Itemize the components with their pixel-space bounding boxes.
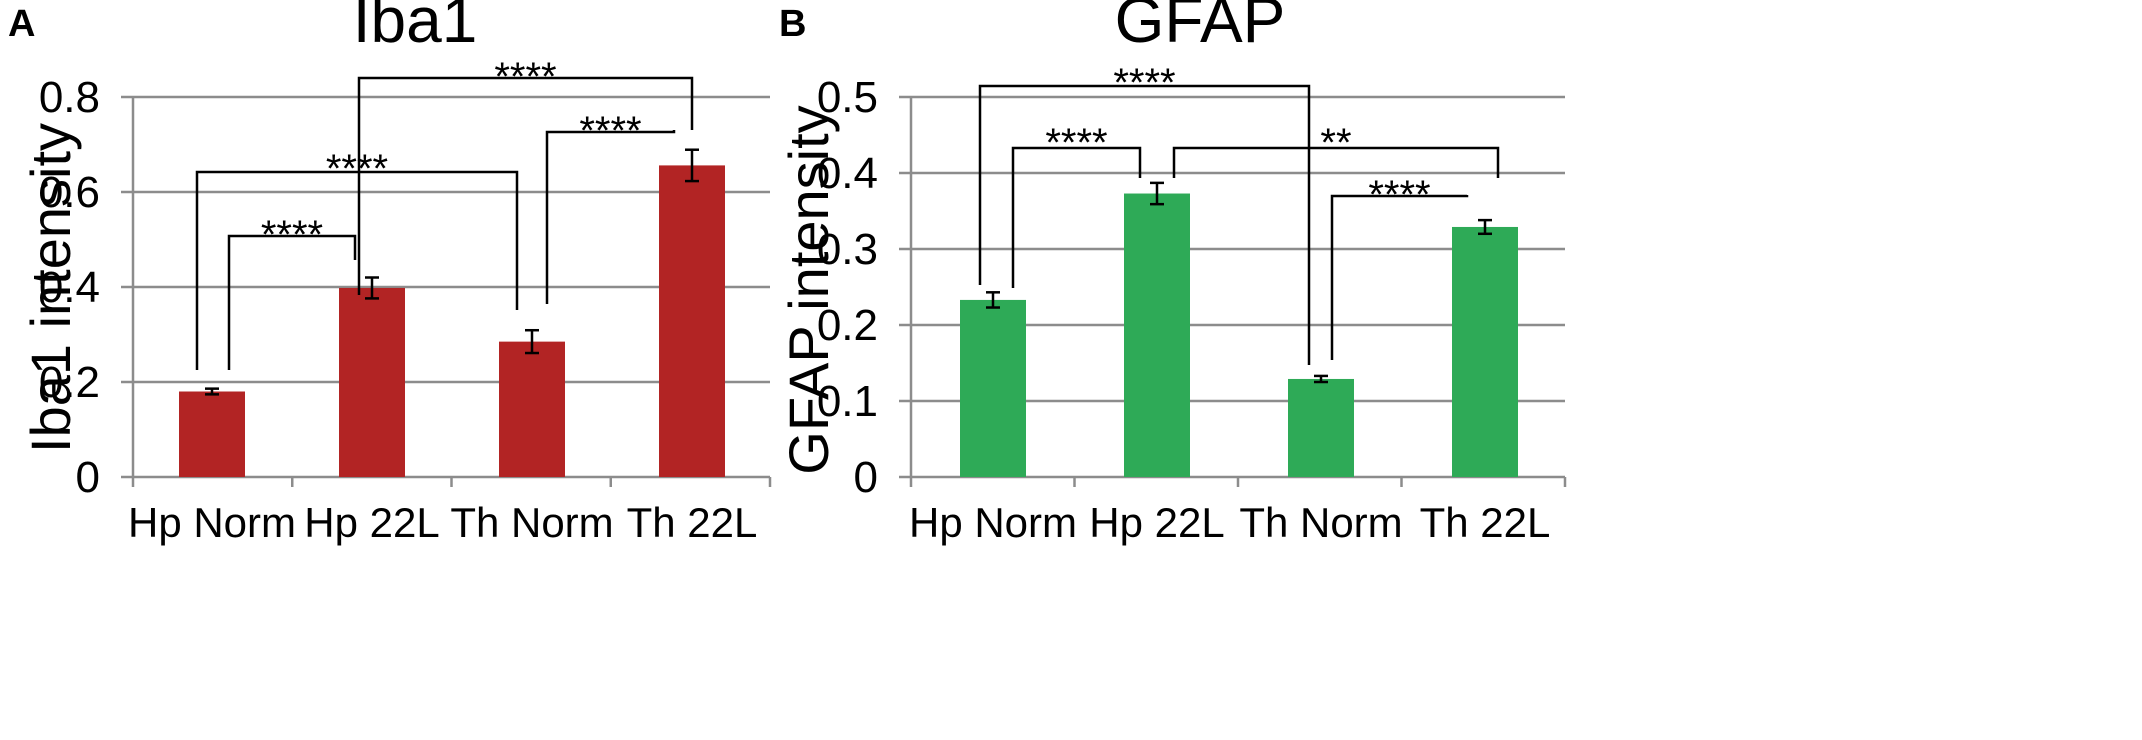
panel-b-x-tick-label: Hp Norm [909, 499, 1077, 546]
panel-a-significance-bracket [357, 76, 694, 295]
panel-a-y-tick-label: 0.2 [39, 358, 100, 407]
panel-b-significance-bracket [1330, 194, 1469, 360]
panel-b-bar-hp-norm [960, 299, 1026, 477]
panel-b-y-tick-label: 0 [854, 453, 878, 502]
panel-a-significance-label: **** [494, 55, 556, 99]
panel-b-significance-label: **** [1368, 173, 1430, 217]
panel-b-bar-th-22l [1452, 226, 1518, 477]
panel-b-y-tick-label: 0.4 [817, 149, 878, 198]
panel-a-x-tick-label: Th Norm [450, 499, 613, 546]
panel-b-significance-bracket [978, 84, 1311, 365]
panel-a-y-tick-label: 0.4 [39, 263, 100, 312]
panel-a-y-tick-label: 0 [76, 453, 100, 502]
panel-b-x-tick-label: Th 22L [1420, 499, 1551, 546]
panel-b-y-axis-label: GFAP intensity [777, 105, 840, 474]
panel-b-y-tick-label: 0.5 [817, 73, 878, 122]
panel-a-label: A [8, 3, 35, 45]
panel-b-significance-label: **** [1113, 61, 1175, 105]
panel-a-significance-label: **** [326, 147, 388, 191]
panel-b-x-tick-label: Hp 22L [1089, 499, 1224, 546]
panel-a-significance-label: **** [579, 109, 641, 153]
panel-a-bar-hp-22l [339, 287, 405, 477]
panel-b-significance-bracket [1011, 146, 1142, 288]
panel-a-bar-th-norm [499, 341, 565, 477]
panel-b-bar-th-norm [1288, 378, 1354, 477]
panel-b-label: B [779, 3, 806, 45]
panel-b-significance-bracket [1172, 146, 1500, 178]
panel-b-x-tick-label: Th Norm [1239, 499, 1402, 546]
panel-a-x-tick-label: Th 22L [627, 499, 758, 546]
panel-b-significance-label: **** [1045, 121, 1107, 165]
panel-a-significance-bracket [227, 234, 357, 370]
panel-a-y-tick-label: 0.6 [39, 168, 100, 217]
panel-a-y-axis-label: Iba1 intensity [19, 123, 82, 453]
panel-a-significance-label: **** [261, 213, 323, 257]
panel-b-significance-label: ** [1320, 121, 1351, 165]
panel-a-x-tick-label: Hp Norm [128, 499, 296, 546]
panel-a-bar-hp-norm [179, 391, 245, 477]
panel-b-y-tick-label: 0.3 [817, 225, 878, 274]
panel-b-title: GFAP [1115, 0, 1286, 56]
panel-a-significance-bracket [545, 130, 676, 304]
panel-b-y-tick-label: 0.1 [817, 377, 878, 426]
panel-a-bar-th-22l [659, 165, 725, 477]
panel-a-title: Iba1 [353, 0, 478, 56]
panel-a-y-tick-label: 0.8 [39, 73, 100, 122]
panel-b-bar-hp-22l [1124, 193, 1190, 477]
panel-a-x-tick-label: Hp 22L [304, 499, 439, 546]
panel-a-significance-bracket [195, 170, 519, 370]
panel-b-y-tick-label: 0.2 [817, 301, 878, 350]
